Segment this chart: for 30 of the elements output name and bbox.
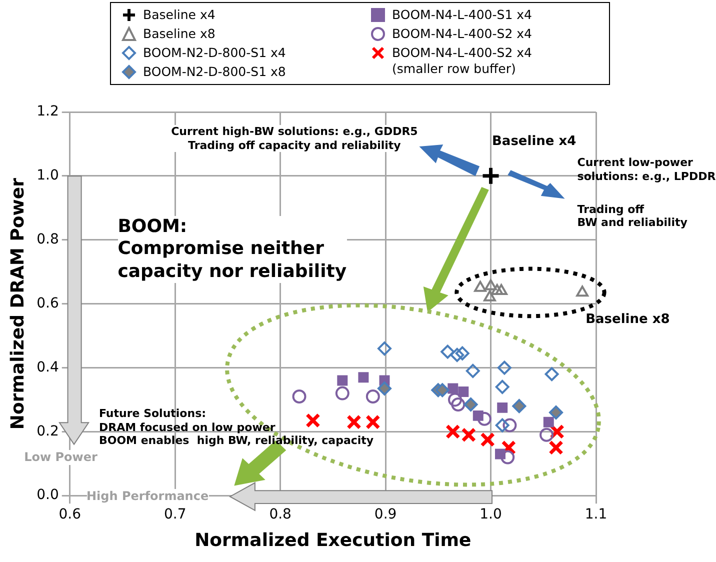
x-axis-title: Normalized Execution Time: [194, 530, 472, 551]
x-tick-label: 0.6: [58, 506, 82, 523]
legend-label: BOOM-N2-D-800-S1 x8: [143, 64, 286, 80]
y-tick-label: 0.4: [36, 359, 59, 376]
legend-label: Baseline x4: [143, 7, 216, 23]
x-tick-label: 0.8: [269, 506, 292, 523]
x-tick-label: 0.9: [374, 506, 397, 523]
y-tick-label: 0.2: [36, 423, 59, 440]
y-tick-label: 0.8: [36, 232, 59, 248]
annotation: Current low-power solutions: e.g., LPDDR: [577, 156, 716, 184]
x-tick-label: 0.7: [164, 506, 186, 523]
y-tick-label: 1.0: [36, 168, 59, 184]
legend-label: Baseline x8: [143, 26, 216, 42]
legend-label: BOOM-N4-L-400-S2 x4 (smaller row buffer): [392, 45, 532, 77]
annotation: Baseline x8: [586, 312, 670, 328]
legend-label: BOOM-N2-D-800-S1 x4: [143, 45, 286, 61]
x-tick-label: 1.1: [584, 506, 608, 523]
y-tick-label: 0.0: [36, 487, 59, 504]
y-axis-title: Normalized DRAM Power: [7, 178, 28, 430]
x-tick-label: 1.0: [480, 506, 502, 523]
annotation: Baseline x4: [492, 134, 576, 150]
annotation: BOOM: Compromise neither capacity nor reliability: [118, 216, 347, 284]
y-tick-label: 1.2: [36, 104, 59, 120]
annotation: Current high-BW solutions: e.g., GDDR5 Trading off capacity and reliability: [171, 124, 418, 152]
annotation: High Performance: [86, 488, 209, 504]
legend-label: BOOM-N4-L-400-S2 x4: [392, 26, 532, 42]
annotation: Trading off BW and reliability: [577, 202, 688, 230]
legend-label: BOOM-N4-L-400-S1 x4: [392, 7, 532, 23]
y-tick-label: 0.6: [36, 295, 59, 312]
annotation: Low Power: [24, 450, 98, 466]
